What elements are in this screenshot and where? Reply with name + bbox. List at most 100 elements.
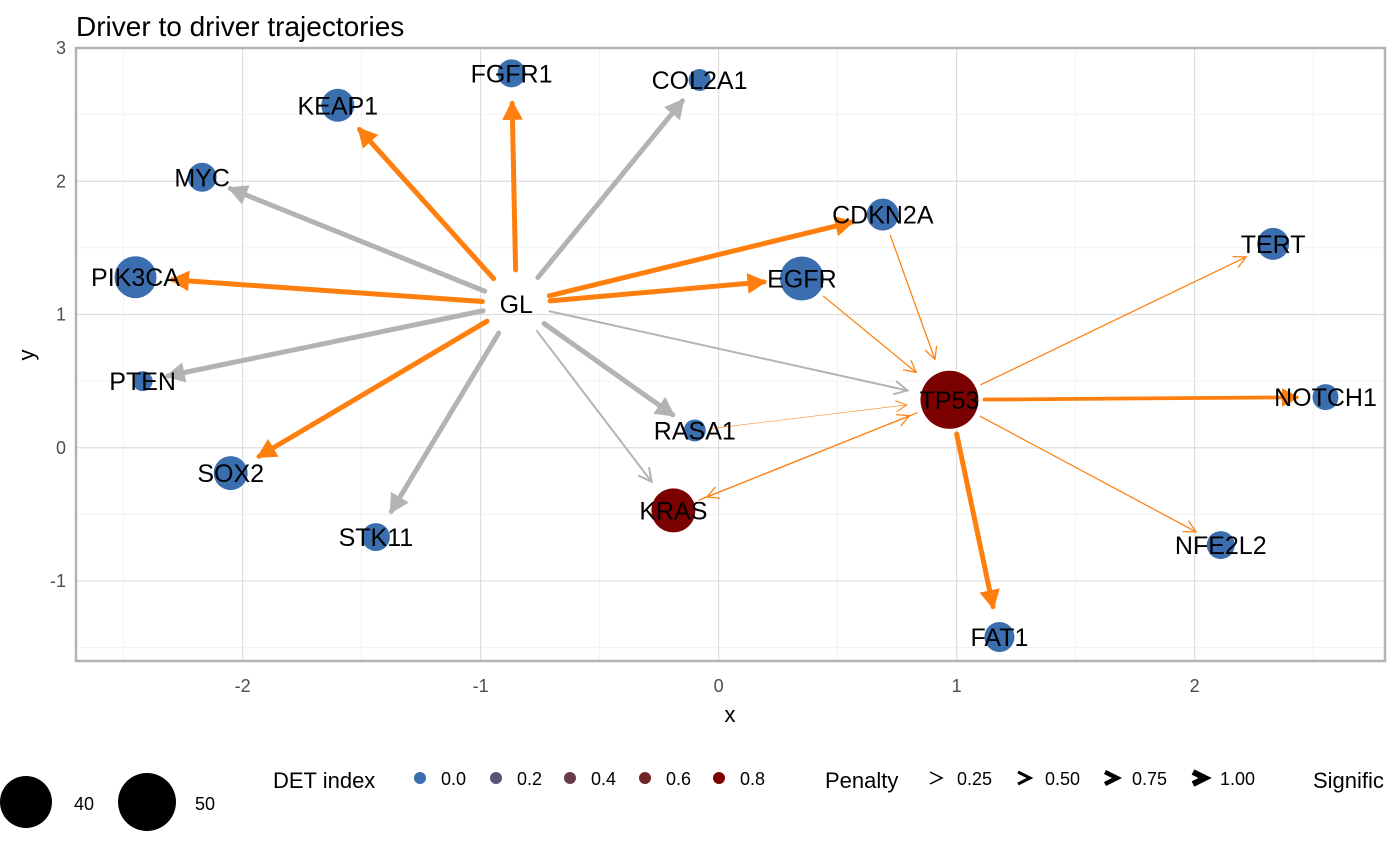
edges-layer [165, 98, 1300, 610]
edge-GL-RASA1 [541, 321, 676, 418]
edge-GL-MYC [227, 186, 488, 294]
legend-penalty-arrow-2 [1103, 769, 1123, 787]
node-label-notch1: NOTCH1 [1274, 384, 1377, 412]
node-myc [187, 162, 217, 192]
legend-penalty-label-0: 0.25 [957, 769, 992, 789]
x-tick-label: -2 [235, 676, 251, 696]
edge-arrowhead [895, 400, 908, 413]
node-label-fat1: FAT1 [970, 624, 1028, 652]
node-label-nfe2l2: NFE2L2 [1175, 532, 1267, 560]
edge-GL-PIK3CA [169, 277, 485, 304]
node-sox2 [213, 456, 248, 491]
edge-arrowhead [169, 270, 190, 292]
node-label-pik3ca: PIK3CA [91, 264, 180, 292]
legend-det-swatch-2 [564, 772, 576, 784]
y-tick-label: 1 [56, 305, 66, 325]
y-tick-label: 2 [56, 171, 66, 191]
legend-significance-title: Signific [1313, 768, 1384, 793]
legend-det-label-2: 0.4 [591, 769, 616, 789]
edge-TP53-NOTCH1 [982, 395, 1299, 402]
node-label-tert: TERT [1241, 231, 1306, 259]
chart-title: Driver to driver trajectories [76, 11, 404, 42]
node-fat1 [984, 622, 1015, 653]
edge-GL-FGFR1 [509, 100, 519, 273]
legend-size-label-40: 40 [74, 794, 94, 814]
legend-det-title: DET index [273, 768, 375, 793]
legend-penalty-label-3: 1.00 [1220, 769, 1255, 789]
y-tick-label: 0 [56, 438, 66, 458]
node-nfe2l2 [1206, 531, 1235, 560]
edge-arrowhead [924, 345, 938, 361]
edge-arrowhead [833, 216, 855, 237]
y-tick-label: 3 [56, 38, 66, 58]
legend-size: 40 50 [0, 773, 215, 831]
edge-GL-CDKN2A [546, 219, 855, 299]
edge-arrowhead [1232, 255, 1248, 269]
node-label-tp53: TP53 [920, 387, 980, 415]
x-tick-label: 2 [1190, 676, 1200, 696]
edge-CDKN2A-TP53 [889, 234, 935, 359]
node-label-keap1: KEAP1 [297, 92, 378, 120]
node-label-fgfr1: FGFR1 [471, 60, 553, 88]
legend-penalty-label-2: 0.75 [1132, 769, 1167, 789]
edge-arrowhead [705, 486, 721, 499]
y-axis-label: y [14, 350, 39, 361]
edge-arrowhead [746, 273, 768, 294]
plot-border [74, 46, 1387, 663]
node-notch1 [1312, 384, 1339, 411]
edge-arrowhead [227, 185, 250, 205]
legend-det-swatch-4 [713, 772, 725, 784]
edge-GL-STK11 [388, 330, 502, 514]
nodes-layer [114, 59, 1339, 653]
edge-GL-EGFR [547, 279, 767, 304]
node-rasa1 [683, 419, 706, 442]
legend-det-label-1: 0.2 [517, 769, 542, 789]
node-label-pten: PTEN [109, 368, 176, 396]
node-cdkn2a [866, 198, 899, 231]
edge-arrowhead [902, 359, 918, 374]
legend-det-index: DET index 0.0 0.2 0.4 0.6 0.8 [273, 768, 765, 793]
legend-det-swatch-3 [639, 772, 651, 784]
node-labels-layer: GL FGFR1 COL2A1 KEAP1 MYC CDKN2A TERT PIK3CA EGF… [91, 60, 1377, 652]
x-tick-label: 1 [952, 676, 962, 696]
node-label-sox2: SOX2 [197, 460, 264, 488]
edge-arrowhead [1182, 520, 1198, 533]
y-tick-label: -1 [50, 571, 66, 591]
legend-size-label-50: 50 [195, 794, 215, 814]
plot-area: GL FGFR1 COL2A1 KEAP1 MYC CDKN2A TERT PIK3CA EGF… [74, 46, 1387, 663]
edge-arrowhead [389, 491, 409, 514]
edge-GL-KRAS [535, 329, 652, 482]
node-kras [651, 488, 696, 533]
node-label-cdkn2a: CDKN2A [832, 202, 934, 230]
legend: 40 50 DET index 0.0 0.2 0.4 0.6 0.8 Pena… [0, 768, 1384, 831]
node-egfr [779, 256, 824, 301]
legend-penalty-arrow-1 [1017, 770, 1034, 786]
edge-arrowhead [979, 588, 1000, 610]
edge-TP53-KRAS [708, 412, 918, 497]
grid-lines [76, 47, 1385, 661]
legend-penalty-label-1: 0.50 [1045, 769, 1080, 789]
edge-arrowhead [892, 380, 910, 396]
node-label-kras: KRAS [639, 497, 707, 525]
plot-background [76, 48, 1385, 661]
edge-arrowhead [502, 100, 523, 121]
edge-arrowhead [165, 362, 187, 383]
legend-size-swatch-40 [0, 776, 52, 828]
node-label-gl: GL [500, 291, 533, 319]
legend-det-label-3: 0.6 [666, 769, 691, 789]
node-col2a1 [688, 68, 711, 91]
edge-arrowhead [637, 466, 653, 484]
node-label-myc: MYC [174, 164, 230, 192]
edge-GL-TP53 [548, 310, 907, 392]
legend-det-swatch-1 [490, 772, 502, 784]
node-label-rasa1: RASA1 [654, 417, 736, 445]
node-label-stk11: STK11 [339, 524, 414, 552]
node-fgfr1 [497, 59, 526, 88]
x-tick-label: 0 [714, 676, 724, 696]
edge-GL-PTEN [165, 308, 486, 379]
y-axis-ticks: -1 0 1 2 3 [50, 38, 66, 591]
edge-arrowhead [1281, 388, 1300, 407]
edge-TP53-FAT1 [954, 431, 996, 610]
edge-GL-COL2A1 [535, 98, 685, 281]
